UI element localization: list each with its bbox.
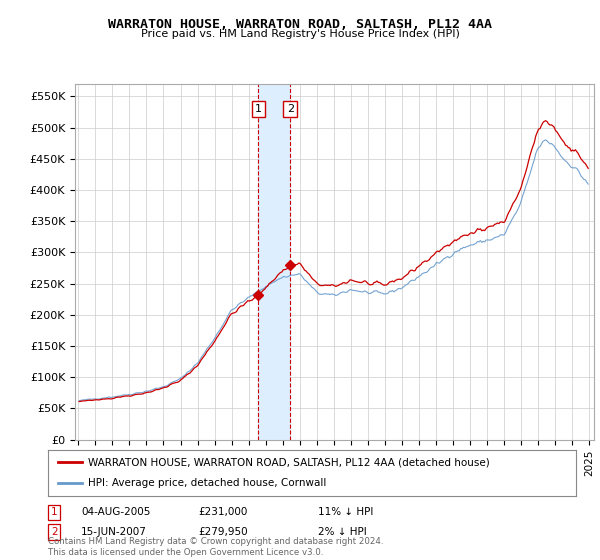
Text: 04-AUG-2005: 04-AUG-2005 (81, 507, 151, 517)
Text: £231,000: £231,000 (198, 507, 247, 517)
Text: HPI: Average price, detached house, Cornwall: HPI: Average price, detached house, Corn… (88, 478, 326, 488)
Text: 2% ↓ HPI: 2% ↓ HPI (318, 527, 367, 537)
Text: WARRATON HOUSE, WARRATON ROAD, SALTASH, PL12 4AA: WARRATON HOUSE, WARRATON ROAD, SALTASH, … (108, 18, 492, 31)
Text: Price paid vs. HM Land Registry's House Price Index (HPI): Price paid vs. HM Land Registry's House … (140, 29, 460, 39)
Text: 1: 1 (51, 507, 58, 517)
Text: WARRATON HOUSE, WARRATON ROAD, SALTASH, PL12 4AA (detached house): WARRATON HOUSE, WARRATON ROAD, SALTASH, … (88, 457, 490, 467)
Text: 2: 2 (51, 527, 58, 537)
Text: Contains HM Land Registry data © Crown copyright and database right 2024.
This d: Contains HM Land Registry data © Crown c… (48, 537, 383, 557)
Text: 2: 2 (287, 104, 294, 114)
Text: 1: 1 (255, 104, 262, 114)
Bar (259, 84, 290, 440)
Text: 15-JUN-2007: 15-JUN-2007 (81, 527, 147, 537)
Text: 11% ↓ HPI: 11% ↓ HPI (318, 507, 373, 517)
Text: £279,950: £279,950 (198, 527, 248, 537)
